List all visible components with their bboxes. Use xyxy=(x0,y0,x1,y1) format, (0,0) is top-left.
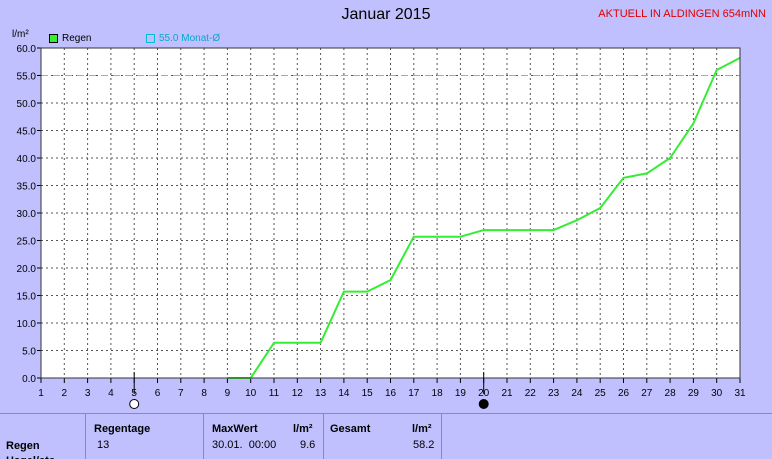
stats-row-label-2: Hagel/etc xyxy=(6,455,55,459)
x-tick-label: 1 xyxy=(38,388,44,399)
x-tick-label: 11 xyxy=(269,388,280,399)
y-tick-label: 50.0 xyxy=(17,99,37,110)
x-tick-label: 21 xyxy=(501,388,513,399)
x-tick-label: 27 xyxy=(641,388,653,399)
y-tick-label: 30.0 xyxy=(17,209,37,220)
gesamt-value: 58.2 xyxy=(413,439,435,451)
x-tick-label: 28 xyxy=(665,388,677,399)
x-tick-label: 26 xyxy=(618,388,630,399)
rain-chart: 1234567891011121314151617181920212223242… xyxy=(17,44,746,409)
maxwert-date: 30.01. 00:00 xyxy=(212,439,277,451)
stats-row-label: Regen xyxy=(6,440,40,452)
x-tick-label: 15 xyxy=(362,388,374,399)
maxwert-header: MaxWert xyxy=(212,423,258,435)
x-tick-label: 16 xyxy=(385,388,397,399)
stats-panel: Regen Hagel/etc Regentage 13 MaxWert l/m… xyxy=(0,413,772,459)
legend-avg: 55.0 Monat-Ø xyxy=(146,33,220,44)
x-tick-label: 31 xyxy=(734,388,746,399)
x-tick-label: 23 xyxy=(548,388,560,399)
x-tick-label: 8 xyxy=(201,388,207,399)
x-tick-label: 3 xyxy=(85,388,91,399)
y-axis-unit: l/m² xyxy=(12,29,29,40)
x-tick-label: 17 xyxy=(408,388,420,399)
y-tick-label: 15.0 xyxy=(17,292,37,303)
x-tick-label: 29 xyxy=(688,388,700,399)
full-moon-icon xyxy=(129,399,140,409)
maxwert-value: 9.6 xyxy=(300,439,316,451)
legend-avg-label: 55.0 Monat-Ø xyxy=(159,33,221,44)
new-moon-icon xyxy=(478,399,489,409)
stats-regentage-cell: Regentage 13 xyxy=(86,414,204,459)
rain-series-line xyxy=(227,57,741,379)
legend-rain: Regen xyxy=(49,33,91,44)
x-tick-label: 7 xyxy=(178,388,184,399)
maxwert-unit: l/m² xyxy=(293,423,313,435)
gesamt-header: Gesamt xyxy=(330,423,371,435)
y-tick-label: 25.0 xyxy=(17,237,37,248)
x-tick-label: 25 xyxy=(595,388,607,399)
y-tick-label: 10.0 xyxy=(17,319,37,330)
x-tick-label: 9 xyxy=(225,388,231,399)
x-tick-label: 24 xyxy=(571,388,583,399)
chart-title: Januar 2015 xyxy=(341,6,431,23)
x-tick-label: 2 xyxy=(62,388,68,399)
y-tick-label: 40.0 xyxy=(17,154,37,165)
x-tick-label: 30 xyxy=(711,388,723,399)
stats-maxwert-cell: MaxWert l/m² 30.01. 00:00 9.6 xyxy=(204,414,324,459)
y-tick-label: 55.0 xyxy=(17,72,37,83)
x-tick-label: 13 xyxy=(315,388,327,399)
x-tick-label: 19 xyxy=(455,388,467,399)
stats-gesamt-cell: Gesamt l/m² 58.2 xyxy=(324,414,442,459)
x-tick-label: 22 xyxy=(525,388,537,399)
x-tick-label: 10 xyxy=(245,388,257,399)
x-tick-label: 18 xyxy=(432,388,444,399)
station-label: AKTUELL IN ALDINGEN 654mNN xyxy=(598,8,766,20)
x-tick-label: 6 xyxy=(155,388,161,399)
x-tick-label: 4 xyxy=(108,388,114,399)
y-tick-label: 60.0 xyxy=(17,44,37,55)
y-tick-label: 5.0 xyxy=(22,347,36,358)
gesamt-unit: l/m² xyxy=(412,423,432,435)
y-tick-label: 45.0 xyxy=(17,127,37,138)
y-tick-label: 20.0 xyxy=(17,264,37,275)
x-tick-label: 12 xyxy=(292,388,304,399)
regentage-header: Regentage xyxy=(94,423,151,435)
y-tick-label: 35.0 xyxy=(17,182,37,193)
legend-rain-swatch xyxy=(49,34,58,43)
x-tick-label: 14 xyxy=(338,388,350,399)
regentage-value: 13 xyxy=(97,439,110,451)
legend-avg-swatch xyxy=(146,34,155,43)
legend-rain-label: Regen xyxy=(62,33,92,44)
plot-frame xyxy=(40,47,741,379)
stats-label-cell: Regen Hagel/etc xyxy=(0,414,86,459)
y-tick-label: 0.0 xyxy=(22,374,36,385)
